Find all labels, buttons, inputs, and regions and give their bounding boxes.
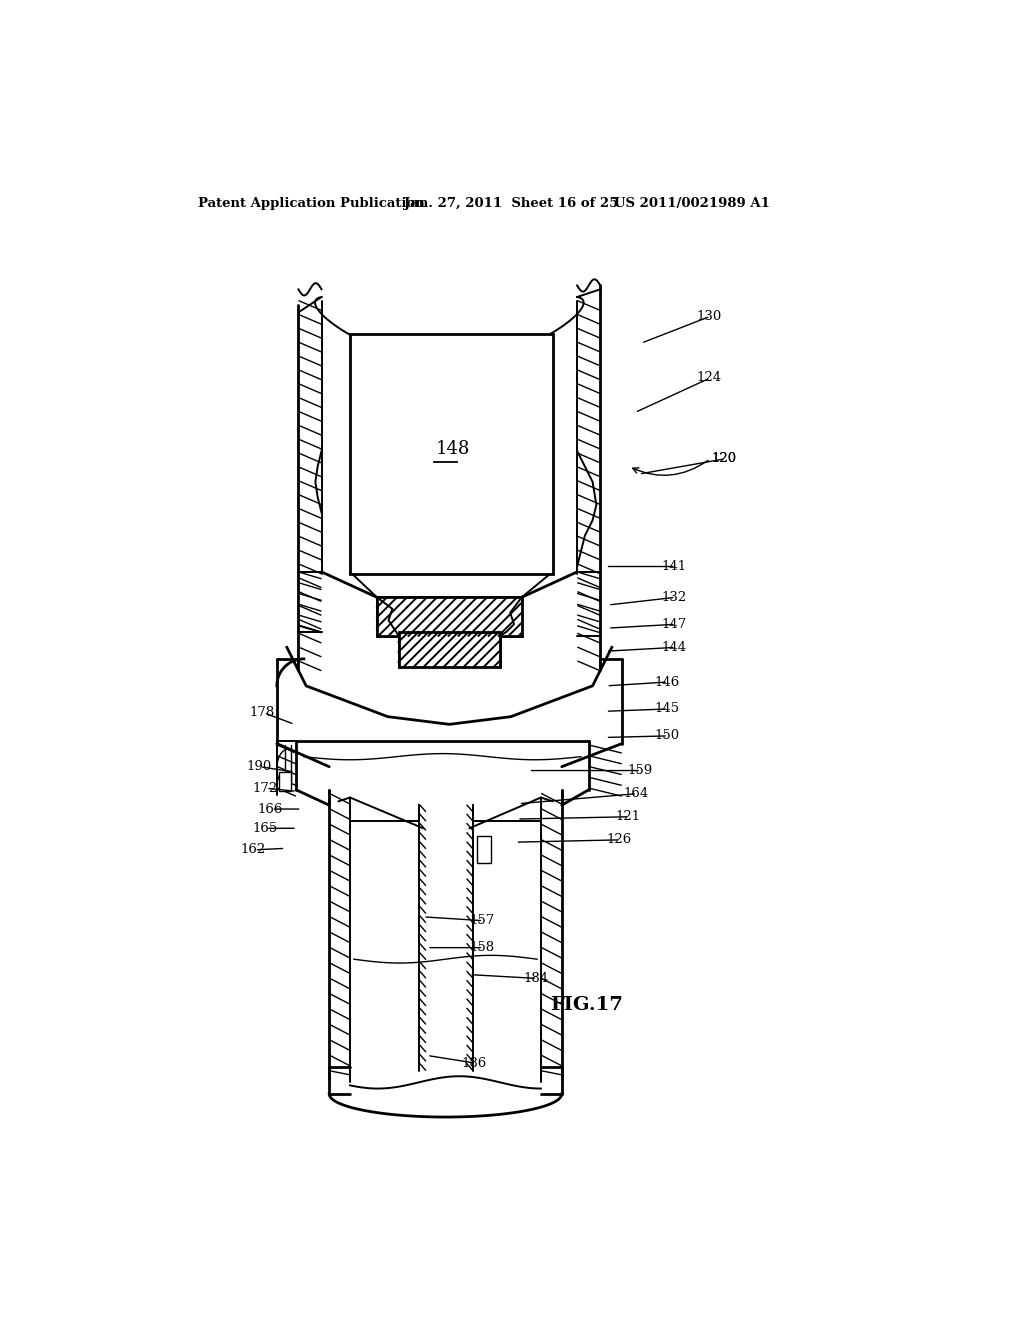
Text: 120: 120 [712,453,737,465]
Text: 120: 120 [712,453,737,465]
Bar [350,334,553,574]
Polygon shape [578,615,600,622]
Text: 162: 162 [241,843,266,857]
Text: 132: 132 [662,591,687,603]
Text: US 2011/0021989 A1: US 2011/0021989 A1 [614,197,770,210]
Polygon shape [578,572,600,578]
Text: 166: 166 [258,803,283,816]
Polygon shape [298,605,322,611]
Text: 178: 178 [250,706,275,719]
Bar [377,597,521,636]
Text: 164: 164 [624,787,648,800]
Polygon shape [298,626,322,632]
Text: 190: 190 [246,760,271,774]
Polygon shape [298,582,322,590]
Text: 148: 148 [435,440,470,458]
Text: 147: 147 [662,618,687,631]
Polygon shape [578,626,600,632]
Polygon shape [578,605,600,611]
Text: 146: 146 [654,676,679,689]
Bar [377,597,521,636]
Text: Jan. 27, 2011  Sheet 16 of 25: Jan. 27, 2011 Sheet 16 of 25 [403,197,618,210]
Text: 158: 158 [469,941,495,954]
Text: 159: 159 [628,764,652,777]
Text: 172: 172 [252,781,278,795]
Text: 150: 150 [654,730,679,742]
Text: 184: 184 [523,972,549,985]
Text: 121: 121 [615,810,641,824]
Text: 141: 141 [662,560,687,573]
Text: 186: 186 [462,1056,486,1069]
Text: 165: 165 [252,822,278,834]
Text: 144: 144 [662,640,687,653]
Polygon shape [298,615,322,622]
Polygon shape [298,594,322,601]
Text: 126: 126 [606,833,632,846]
Bar [477,836,490,863]
Text: 130: 130 [696,310,722,323]
Polygon shape [578,594,600,601]
Text: Patent Application Publication: Patent Application Publication [198,197,424,210]
Text: 157: 157 [469,915,495,927]
Text: 145: 145 [654,702,679,715]
Text: 124: 124 [696,371,722,384]
Polygon shape [298,572,322,578]
Bar [280,772,291,792]
Polygon shape [578,582,600,590]
Bar [398,632,500,667]
Text: FIG.17: FIG.17 [550,997,623,1014]
